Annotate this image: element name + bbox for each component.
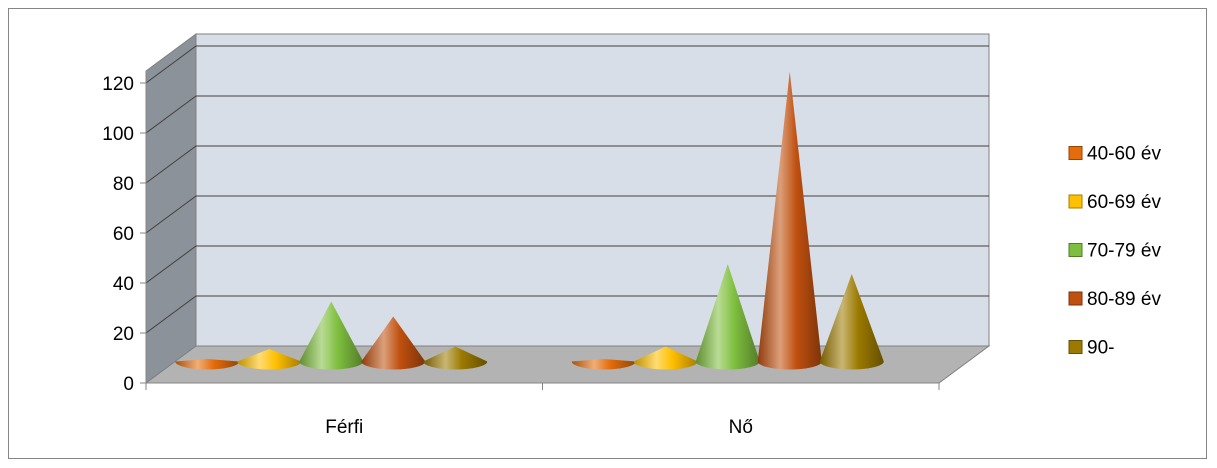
y-axis-ticks: 0 20 40 60 80 100 120 bbox=[102, 74, 146, 395]
gridline bbox=[145, 245, 989, 284]
legend-label: 40-60 év bbox=[1087, 144, 1161, 165]
gridline bbox=[145, 45, 989, 84]
legend-swatch bbox=[1068, 146, 1083, 160]
y-tick-label: 40 bbox=[113, 274, 134, 295]
x-tick-label: Férfi bbox=[325, 417, 363, 438]
legend: 40-60 év 60-69 év 70-79 év 80-89 év 90- bbox=[1068, 144, 1161, 359]
x-tick-label: Nő bbox=[729, 417, 753, 438]
cone-mark: 60-69 év Férfi bbox=[237, 349, 302, 370]
axes bbox=[140, 71, 939, 389]
back-wall bbox=[195, 33, 990, 347]
cones: 40-60 év Férfi60-69 év Férfi70-79 év Fér… bbox=[175, 71, 884, 370]
cone-mark: 90- Nő bbox=[819, 274, 884, 370]
gridline bbox=[145, 145, 989, 184]
legend-swatch bbox=[1068, 291, 1083, 306]
cone-mark: 90- Férfi bbox=[423, 346, 488, 370]
cone-mark: 60-69 év Nő bbox=[633, 346, 698, 370]
legend-label: 80-89 év bbox=[1087, 289, 1161, 310]
legend-label: 70-79 év bbox=[1087, 241, 1161, 262]
cone-mark: 70-79 év Férfi bbox=[299, 301, 364, 370]
cone-mark: 40-60 év Nő bbox=[571, 359, 636, 370]
y-tick-label: 60 bbox=[113, 224, 134, 245]
gridline bbox=[145, 95, 989, 134]
gridlines bbox=[145, 45, 989, 334]
y-tick-label: 120 bbox=[102, 74, 134, 95]
cone-mark: 40-60 év Férfi bbox=[175, 359, 240, 370]
y-tick-label: 80 bbox=[113, 174, 134, 195]
legend-swatch bbox=[1068, 340, 1083, 354]
cone-mark: 80-89 év Nő bbox=[757, 71, 822, 370]
legend-label: 90- bbox=[1087, 338, 1114, 359]
side-wall bbox=[145, 33, 197, 384]
legend-swatch bbox=[1068, 194, 1083, 209]
cone-mark: 80-89 év Férfi bbox=[361, 316, 426, 370]
gridline bbox=[145, 195, 989, 234]
y-tick-label: 20 bbox=[113, 324, 134, 345]
x-axis-ticks: Férfi Nő bbox=[145, 383, 940, 438]
legend-label: 60-69 év bbox=[1087, 192, 1161, 213]
cone-mark: 70-79 év Nő bbox=[695, 264, 760, 370]
legend-swatch bbox=[1068, 243, 1083, 257]
y-tick-label: 0 bbox=[123, 374, 134, 395]
y-tick-label: 100 bbox=[102, 124, 134, 145]
